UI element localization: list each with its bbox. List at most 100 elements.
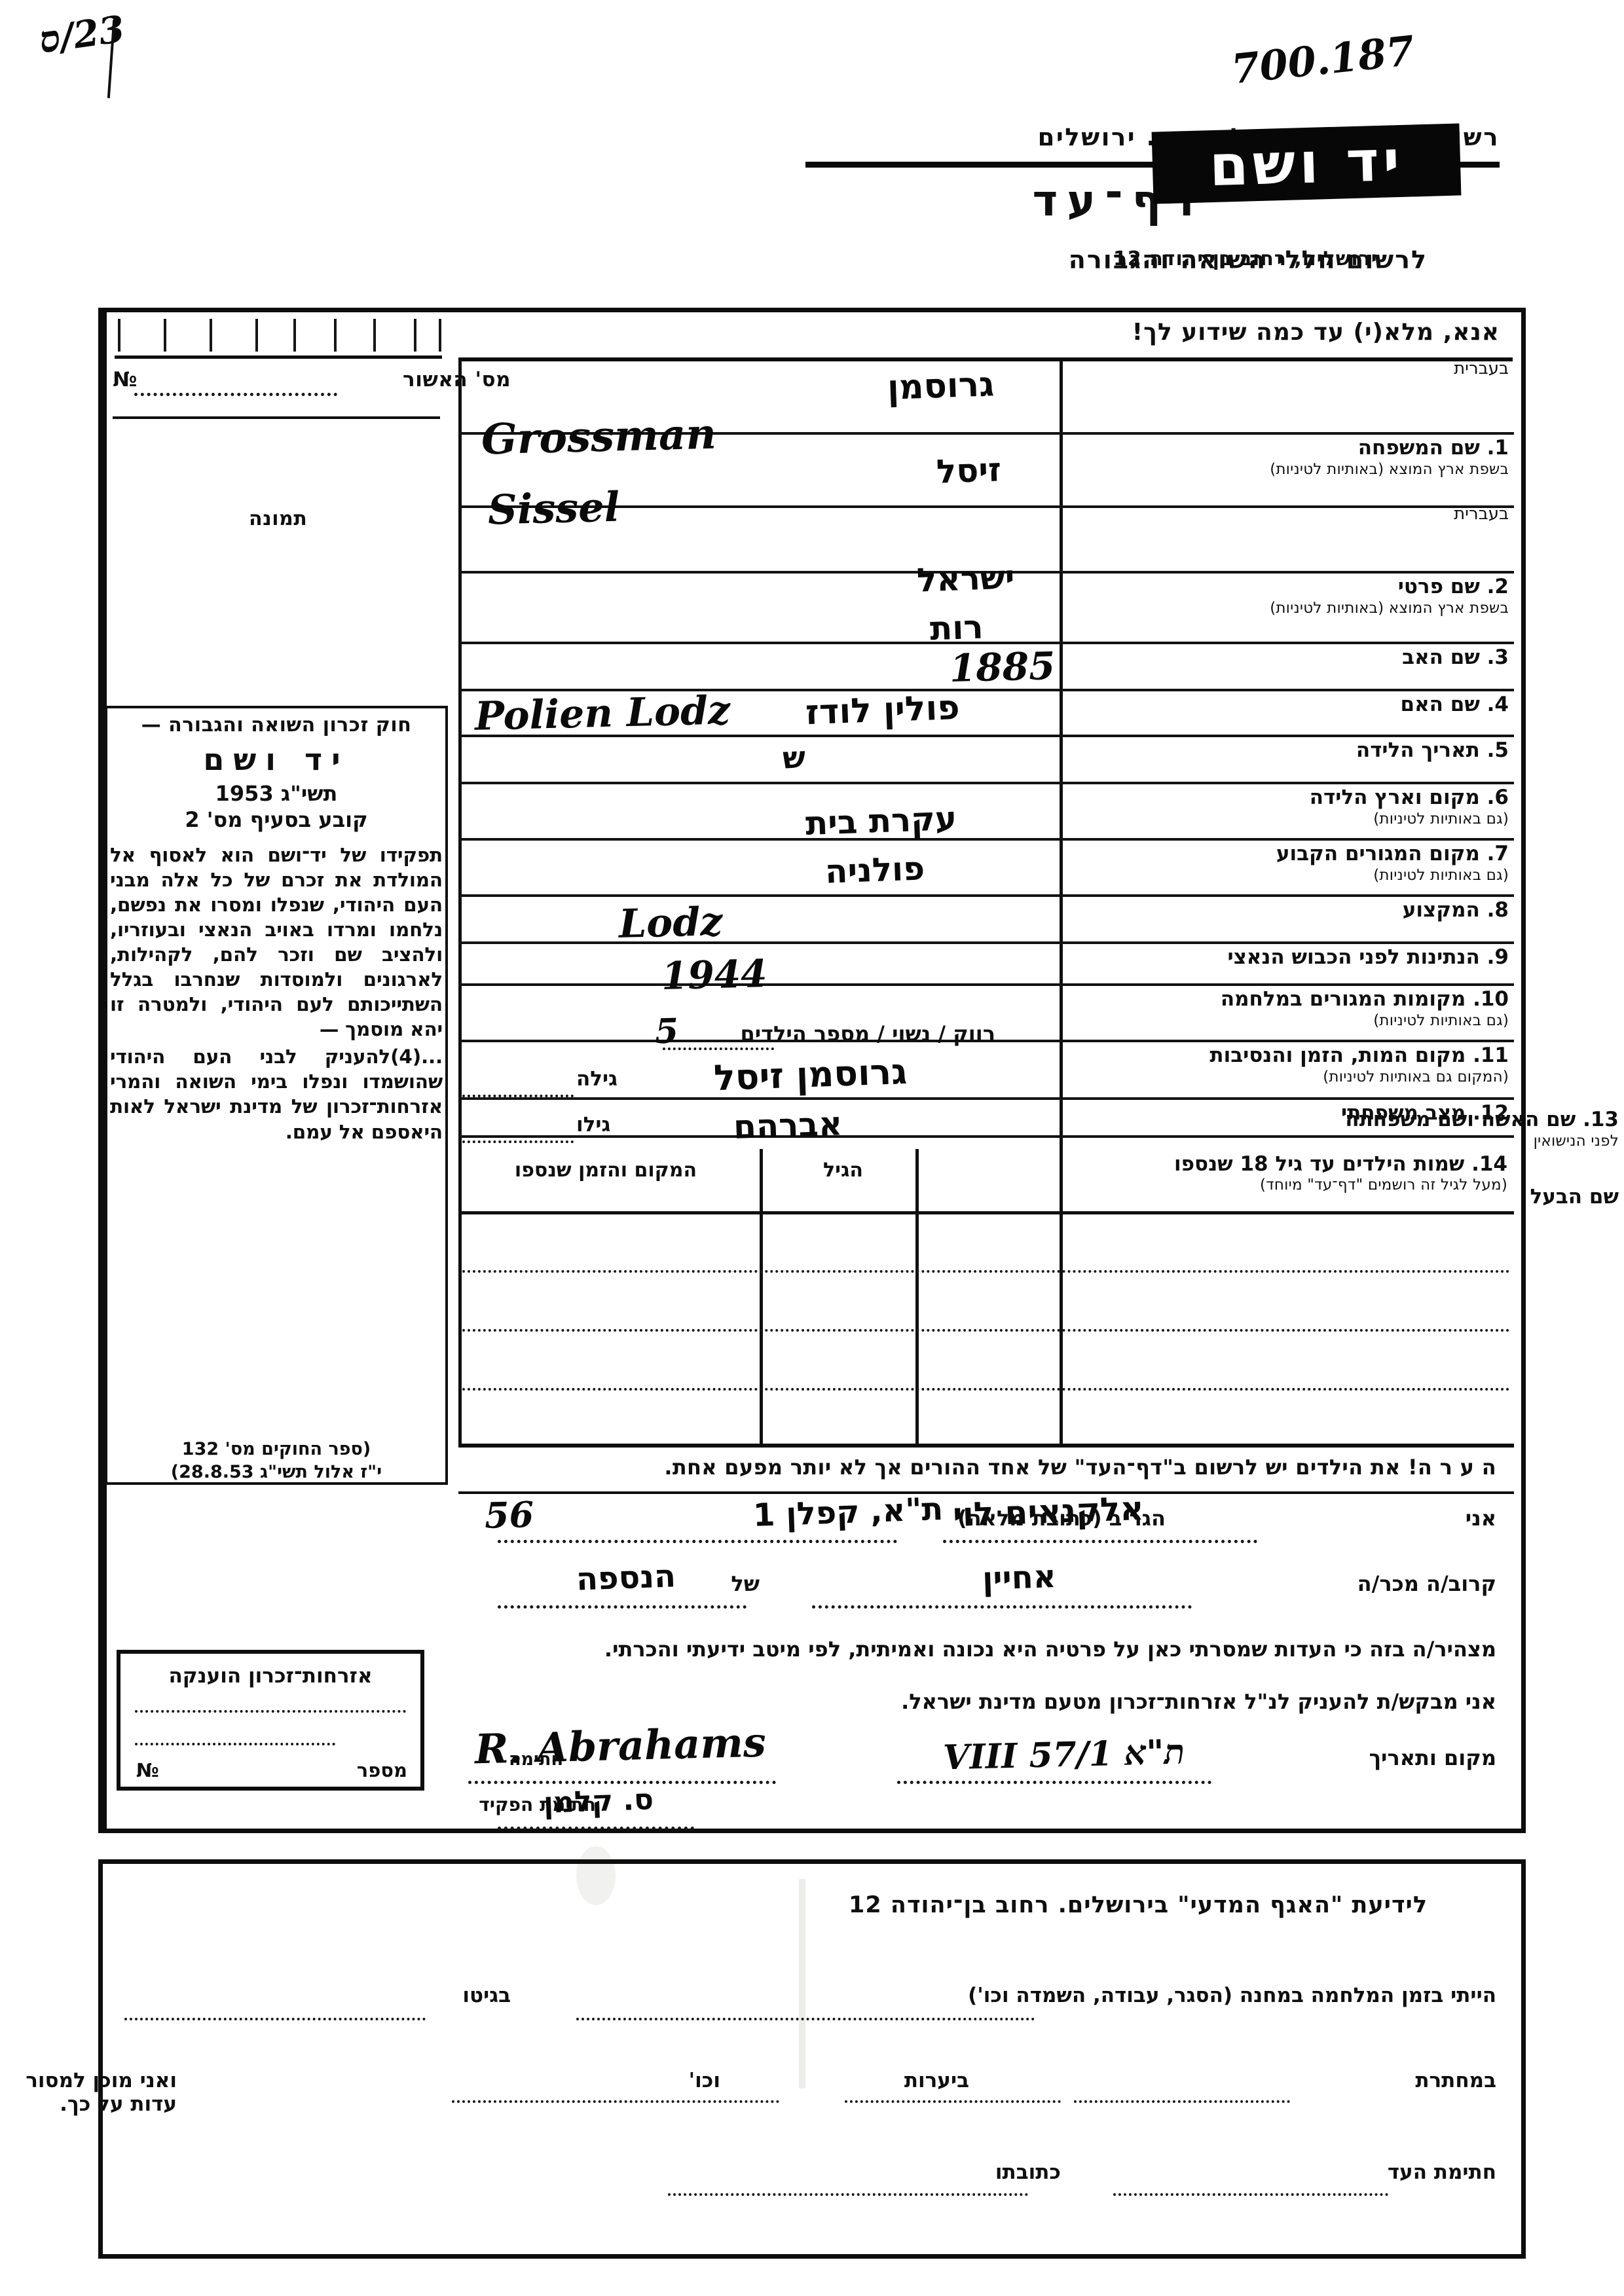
- field-9-label: 9. הנתינות לפני הכבוש הנאצי: [1227, 945, 1509, 970]
- award-number-symbol: №: [136, 1759, 159, 1781]
- children-table-row[interactable]: [462, 1270, 1510, 1273]
- note-text: ה ע ר ה! את הילדים יש לרשום ב"דף־העד" של…: [664, 1455, 1496, 1480]
- field-1-sub: בשפת ארץ המוצא (באותיות לטיניות): [1270, 460, 1509, 478]
- field-row: 4. שם האם: [458, 689, 1514, 737]
- value-father-name: ישראל: [916, 558, 1016, 600]
- footer-witness-address-input[interactable]: [668, 2193, 1028, 2196]
- law-citation-line-1: (ספר החוקים מס' 132: [181, 1439, 371, 1459]
- field-11-sub: (המקום גם באותיות לטיניות): [1323, 1068, 1509, 1085]
- value-relation: אחיין: [982, 1558, 1057, 1597]
- award-input-line-2[interactable]: [135, 1743, 335, 1745]
- field-6-number: 6.: [1486, 786, 1509, 809]
- field-2-label: 2. שם פרטי בשפת ארץ המוצא (באותיות לטיני…: [1270, 575, 1509, 617]
- certificate-number-input[interactable]: [134, 393, 337, 396]
- field-13-label: 13. שם האשה ושם משפחתה לפני הנישואין: [1187, 1108, 1619, 1150]
- field-3-label: 3. שם האב: [1402, 646, 1509, 670]
- footer-frame: [98, 1859, 1526, 2259]
- file-number: 700.187: [1228, 26, 1417, 94]
- field-2-sub: בשפת ארץ המוצא (באותיות לטיניות): [1270, 599, 1509, 617]
- value-declarant-address: ת"א, קפלן 1: [752, 1490, 944, 1535]
- officer-signature-label: חתימת הפקיד: [479, 1794, 596, 1815]
- field-10-sub: (גם באותיות לטיניות): [1373, 1011, 1509, 1029]
- footer-underground-label: במחתרת: [1415, 2069, 1496, 2092]
- field-7-sub: (גם באותיות לטיניות): [1373, 866, 1509, 884]
- children-count-input[interactable]: [663, 1048, 774, 1050]
- field-6-sub: (גם באותיות לטיניות): [1373, 810, 1509, 828]
- field-4-label: 4. שם האם: [1401, 693, 1509, 717]
- instruction-plea: אנא, מלא(י) עד כמה שידוע לך!: [1132, 319, 1500, 346]
- declarant-name-input[interactable]: [943, 1540, 1257, 1543]
- law-name: יד ושם: [203, 742, 350, 777]
- relation-of-input[interactable]: [498, 1605, 747, 1609]
- value-first-name-hebrew: זיסל: [936, 450, 1002, 491]
- place-date-label: מקום ותאריך: [1369, 1745, 1496, 1770]
- relation-input[interactable]: [812, 1605, 1192, 1609]
- value-residence: ש: [782, 739, 806, 776]
- footer-witness-signature-input[interactable]: [1113, 2193, 1388, 2196]
- field-10-name: מקומות המגורים במלחמה: [1220, 987, 1466, 1011]
- children-table-header: 14. שמות הילדים עד גיל 18 שנספו (מעל לגי…: [458, 1149, 1514, 1214]
- declaration-truth-statement: מצהיר/ה בזה כי העדות שמסרתי כאן על פרטיה…: [604, 1637, 1496, 1662]
- value-husband-name: אברהם: [733, 1104, 843, 1146]
- field-row: 3. שם האב: [458, 642, 1514, 691]
- signature-input[interactable]: [468, 1781, 776, 1784]
- footer-other-input[interactable]: [452, 2100, 779, 2103]
- award-input-line-1[interactable]: [135, 1710, 406, 1713]
- field-5-name: תאריך הלידה: [1356, 738, 1480, 762]
- footer-underground-input[interactable]: [1074, 2100, 1290, 2103]
- field-8-label: 8. המקצוע: [1403, 898, 1509, 922]
- field-3-name: שם האב: [1402, 646, 1480, 669]
- certificate-number-label: מס' האשור: [403, 368, 511, 392]
- children-section-name: שמות הילדים עד גיל 18 שנספו: [1174, 1152, 1465, 1176]
- yad-vashem-logo: יד ושם: [1151, 123, 1462, 204]
- value-spouse-name: גרוסמן זיסל: [712, 1050, 908, 1099]
- children-section-sub: (מעל לגיל זה רושמים "דף־עד" מיוחד): [1259, 1176, 1507, 1194]
- footer-camp-label: הייתי בזמן המלחמה במחנה (הסגר, עבודה, הש…: [968, 1984, 1496, 2007]
- footer-forests-input[interactable]: [845, 2100, 1061, 2103]
- logo-address: ירושלים, רחוב בן־יהודה 12: [1113, 247, 1378, 270]
- declaration-line-1-prefix: אני: [1465, 1506, 1496, 1531]
- declarant-address-input[interactable]: [498, 1540, 897, 1543]
- children-place-column-header: המקום והזמן שנספו: [514, 1159, 697, 1182]
- value-occupation: עקרת בית: [805, 799, 958, 843]
- field-row: בעברית: [458, 359, 1514, 435]
- tick-rule: [115, 355, 442, 359]
- footer-ghetto-input[interactable]: [124, 2018, 426, 2020]
- field-11-number: 11.: [1473, 1044, 1509, 1067]
- place-date-input[interactable]: [897, 1781, 1211, 1784]
- field-husband-label: שם הבעל: [1530, 1185, 1619, 1209]
- officer-signature-input[interactable]: [498, 1827, 694, 1830]
- field-10-number: 10.: [1473, 987, 1509, 1011]
- children-section-number: 14.: [1471, 1152, 1507, 1176]
- children-age-column-divider: [760, 1149, 763, 1447]
- field-3-number: 3.: [1486, 646, 1509, 669]
- children-table-row[interactable]: [462, 1388, 1510, 1391]
- marital-status-options[interactable]: רווק / נשוי / מספר הילדים: [740, 1021, 995, 1046]
- age-his-input[interactable]: [462, 1140, 574, 1143]
- age-her-label: גילה: [576, 1067, 618, 1091]
- field-11-name: מקום המות, הזמן והנסיבות: [1209, 1044, 1466, 1067]
- law-title: חוק זכרון השואה והגבורה —: [141, 714, 412, 737]
- value-birth-place-latin: Polien Lodz: [474, 687, 731, 740]
- footer-camp-input[interactable]: [576, 2018, 1035, 2020]
- field-1-number: 1.: [1486, 436, 1509, 460]
- field-row: [458, 1135, 1514, 1138]
- children-table-row[interactable]: [462, 1329, 1510, 1332]
- field-6-name: מקום וארץ הלידה: [1309, 786, 1480, 809]
- number-symbol: №: [113, 368, 138, 392]
- logo-text: יד ושם: [1208, 128, 1405, 200]
- field-row: בעברית: [458, 504, 1514, 574]
- field-9-number: 9.: [1486, 945, 1509, 969]
- field-5-number: 5.: [1486, 738, 1509, 762]
- value-declaration-extra: 56: [484, 1493, 534, 1537]
- footer-witness-address-label: כתובתו: [995, 2160, 1061, 2184]
- plea-rule: [458, 357, 1513, 361]
- award-number-label: מספר: [356, 1759, 407, 1781]
- footer-witness-signature-label: חתימת העד: [1387, 2160, 1496, 2184]
- main-form-frame: [98, 308, 1526, 1833]
- field-row: 7. מקום המגורים הקבוע (גם באותיות לטיניו…: [458, 838, 1514, 897]
- field-7-number: 7.: [1486, 842, 1509, 866]
- age-her-input[interactable]: [462, 1095, 574, 1097]
- field-6-label: 6. מקום וארץ הלידה (גם באותיות לטיניות): [1310, 786, 1509, 828]
